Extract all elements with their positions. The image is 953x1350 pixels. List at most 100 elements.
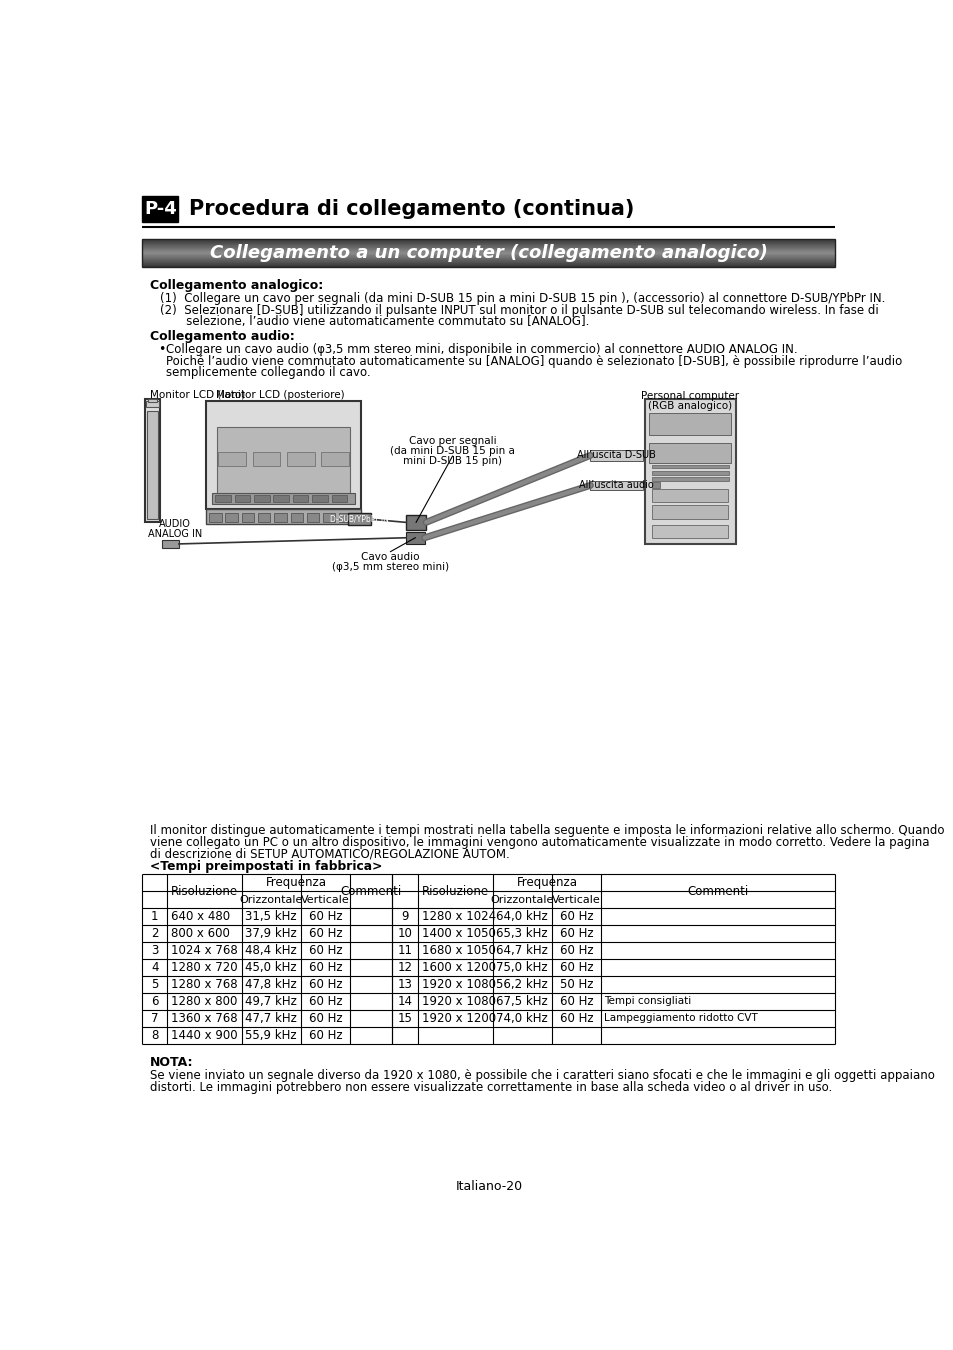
Text: 1600 x 1200: 1600 x 1200 [422,961,496,973]
Text: 1440 x 900: 1440 x 900 [171,1029,237,1042]
FancyBboxPatch shape [218,452,246,466]
FancyBboxPatch shape [652,505,728,520]
Text: Risoluzione: Risoluzione [171,884,238,898]
Text: 1920 x 1200: 1920 x 1200 [422,1011,496,1025]
Text: Frequenza: Frequenza [516,876,577,890]
FancyBboxPatch shape [348,513,371,525]
Text: 60 Hz: 60 Hz [559,961,593,973]
FancyBboxPatch shape [148,400,157,402]
Text: P-4: P-4 [144,200,176,217]
Text: 14: 14 [397,995,413,1008]
FancyBboxPatch shape [206,401,360,509]
FancyBboxPatch shape [323,513,335,521]
FancyBboxPatch shape [652,489,728,502]
Text: Il monitor distingue automaticamente i tempi mostrati nella tabella seguente e i: Il monitor distingue automaticamente i t… [150,825,943,837]
Text: 8: 8 [152,1029,158,1042]
Text: 60 Hz: 60 Hz [308,1029,342,1042]
Text: 60 Hz: 60 Hz [308,977,342,991]
Text: Verticale: Verticale [552,895,600,905]
FancyBboxPatch shape [257,513,270,521]
Text: 60 Hz: 60 Hz [308,961,342,973]
FancyBboxPatch shape [307,513,319,521]
Text: 60 Hz: 60 Hz [308,944,342,957]
FancyBboxPatch shape [253,452,280,466]
FancyBboxPatch shape [652,482,659,489]
Text: 56,2 kHz: 56,2 kHz [496,977,548,991]
Text: (2)  Selezionare [D-SUB] utilizzando il pulsante INPUT sul monitor o il pulsante: (2) Selezionare [D-SUB] utilizzando il p… [159,304,878,317]
Text: 60 Hz: 60 Hz [559,944,593,957]
FancyBboxPatch shape [651,464,728,468]
Text: Monitor LCD (posteriore): Monitor LCD (posteriore) [216,390,344,400]
FancyBboxPatch shape [162,540,179,548]
Text: Italiano-20: Italiano-20 [455,1180,522,1193]
FancyBboxPatch shape [253,494,270,502]
Text: 60 Hz: 60 Hz [308,1011,342,1025]
Text: Cavo per segnali: Cavo per segnali [408,436,496,446]
FancyBboxPatch shape [274,494,289,502]
FancyBboxPatch shape [241,513,253,521]
Text: 4: 4 [151,961,158,973]
Text: 1: 1 [151,910,158,923]
Text: 67,5 kHz: 67,5 kHz [496,995,548,1008]
Text: Se viene inviato un segnale diverso da 1920 x 1080, è possibile che i caratteri : Se viene inviato un segnale diverso da 1… [150,1069,934,1083]
Text: 60 Hz: 60 Hz [559,910,593,923]
Text: 15: 15 [397,1011,413,1025]
Text: D-SUB/YPbPr IN: D-SUB/YPbPr IN [330,514,389,524]
Text: viene collegato un PC o un altro dispositivo, le immagini vengono automaticament: viene collegato un PC o un altro disposi… [150,836,929,849]
Text: (RGB analogico): (RGB analogico) [648,401,732,410]
Text: 1360 x 768: 1360 x 768 [171,1011,237,1025]
Text: Commenti: Commenti [687,884,748,898]
FancyBboxPatch shape [215,494,231,502]
Text: 60 Hz: 60 Hz [559,995,593,1008]
Text: 60 Hz: 60 Hz [308,927,342,940]
FancyBboxPatch shape [651,477,728,481]
Text: Risoluzione: Risoluzione [421,884,489,898]
Text: Procedura di collegamento (continua): Procedura di collegamento (continua) [189,198,634,219]
Text: 37,9 kHz: 37,9 kHz [245,927,296,940]
FancyBboxPatch shape [212,493,355,504]
Text: (da mini D-SUB 15 pin a: (da mini D-SUB 15 pin a [390,446,515,456]
Text: Poiché l’audio viene commutato automaticamente su [ANALOG] quando è selezionato : Poiché l’audio viene commutato automatic… [166,355,901,367]
FancyBboxPatch shape [339,513,352,521]
Text: 55,9 kHz: 55,9 kHz [245,1029,296,1042]
FancyBboxPatch shape [644,400,736,544]
Text: 60 Hz: 60 Hz [559,1011,593,1025]
Text: Collegamento a un computer (collegamento analogico): Collegamento a un computer (collegamento… [210,244,767,262]
Text: Verticale: Verticale [301,895,350,905]
Text: Monitor LCD (lato): Monitor LCD (lato) [150,390,245,400]
Text: <Tempi preimpostati in fabbrica>: <Tempi preimpostati in fabbrica> [150,860,382,873]
FancyBboxPatch shape [651,471,728,475]
Text: 1280 x 800: 1280 x 800 [171,995,237,1008]
Text: Frequenza: Frequenza [265,876,326,890]
Text: 64,0 kHz: 64,0 kHz [496,910,548,923]
FancyBboxPatch shape [406,532,424,544]
Text: 1280 x 720: 1280 x 720 [171,961,237,973]
Text: mini D-SUB 15 pin): mini D-SUB 15 pin) [402,456,501,466]
Text: 1920 x 1080: 1920 x 1080 [422,995,496,1008]
Text: 12: 12 [397,961,413,973]
Text: 6: 6 [151,995,158,1008]
Text: 11: 11 [397,944,413,957]
FancyBboxPatch shape [332,494,347,502]
FancyBboxPatch shape [649,413,731,435]
FancyBboxPatch shape [652,525,728,537]
Text: 3: 3 [152,944,158,957]
FancyBboxPatch shape [225,513,237,521]
FancyBboxPatch shape [216,427,350,502]
Text: 5: 5 [152,977,158,991]
Text: 47,7 kHz: 47,7 kHz [245,1011,296,1025]
Text: Tempi consigliati: Tempi consigliati [603,996,690,1006]
FancyBboxPatch shape [234,494,250,502]
FancyBboxPatch shape [142,196,178,221]
Text: 10: 10 [397,927,413,940]
Text: 31,5 kHz: 31,5 kHz [245,910,296,923]
Text: selezione, l’audio viene automaticamente commutato su [ANALOG].: selezione, l’audio viene automaticamente… [159,316,588,328]
Text: 1920 x 1080: 1920 x 1080 [422,977,496,991]
Text: Orizzontale: Orizzontale [239,895,302,905]
Text: Personal computer: Personal computer [640,392,739,401]
FancyBboxPatch shape [209,513,221,521]
Text: 49,7 kHz: 49,7 kHz [245,995,296,1008]
Text: 13: 13 [397,977,413,991]
Text: (1)  Collegare un cavo per segnali (da mini D-SUB 15 pin a mini D-SUB 15 pin ), : (1) Collegare un cavo per segnali (da mi… [159,292,884,305]
Text: •: • [158,343,165,356]
